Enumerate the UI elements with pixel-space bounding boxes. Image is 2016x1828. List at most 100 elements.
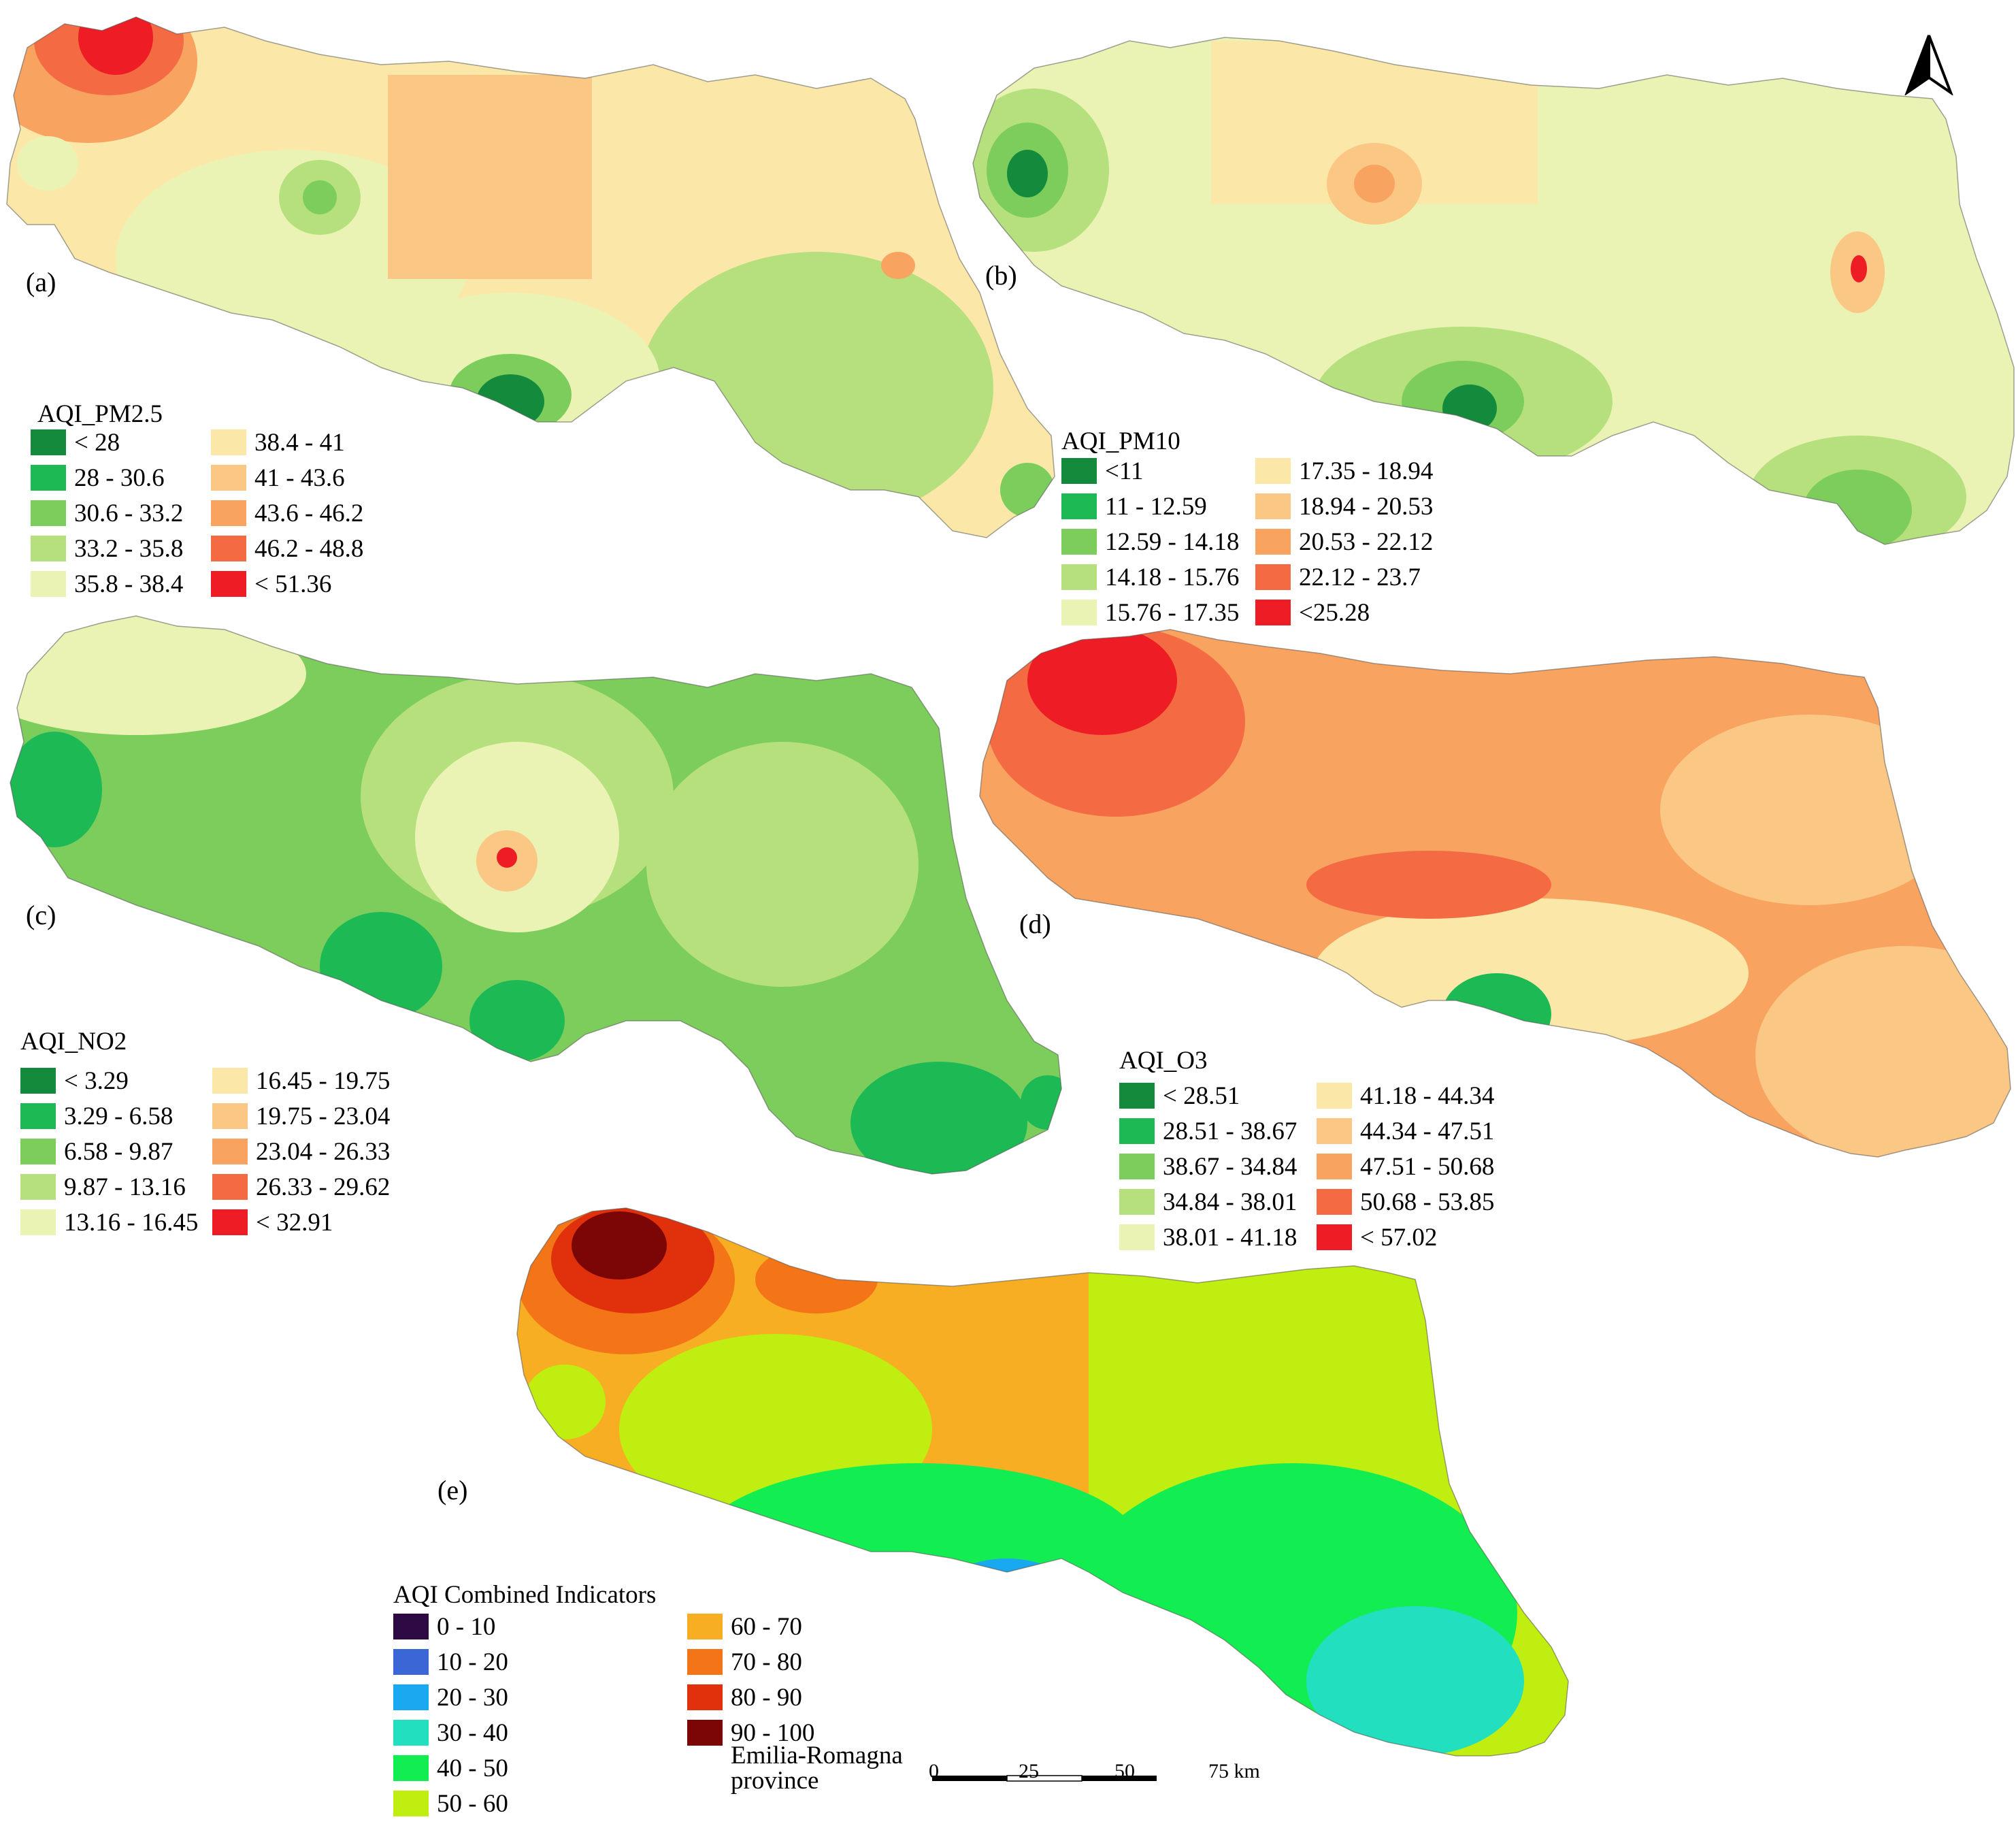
legend-label: 35.8 - 38.4 (74, 570, 184, 598)
legend-item: 34.84 - 38.01 (1119, 1188, 1297, 1215)
legend-label: < 32.91 (256, 1208, 333, 1237)
legend-item: < 51.36 (211, 570, 331, 598)
legend-label: 0 - 10 (437, 1612, 496, 1641)
legend-label: 60 - 70 (731, 1612, 802, 1641)
legend-swatch (1255, 600, 1291, 625)
legend-label: 23.04 - 26.33 (256, 1137, 391, 1166)
legend-swatch (31, 571, 66, 597)
legend-swatch (393, 1720, 429, 1746)
legend-swatch (687, 1649, 723, 1675)
legend-swatch (1317, 1083, 1352, 1109)
legend-label: 26.33 - 29.62 (256, 1173, 391, 1201)
legend-label: 28.51 - 38.67 (1163, 1117, 1298, 1145)
legend-label: 22.12 - 23.7 (1299, 563, 1421, 591)
scale-tick-25: 25 (1019, 1760, 1039, 1782)
legend-item: 6.58 - 9.87 (20, 1138, 173, 1165)
legend-label: 18.94 - 20.53 (1299, 492, 1434, 521)
legend-swatch (20, 1139, 56, 1164)
legend-item: 16.45 - 19.75 (212, 1067, 390, 1094)
map-panel-a (7, 17, 1055, 538)
legend-label: 28 - 30.6 (74, 463, 165, 492)
panel-label-c: (c) (26, 900, 56, 930)
legend-item: 18.94 - 20.53 (1255, 493, 1433, 520)
legend-item: < 3.29 (20, 1067, 129, 1094)
legend-swatch (1317, 1189, 1352, 1215)
legend-swatch (1061, 529, 1097, 555)
legend-item: 20.53 - 22.12 (1255, 528, 1433, 555)
legend-label: <11 (1105, 457, 1144, 485)
scale-tick-50: 50 (1114, 1760, 1135, 1782)
legend-item: 43.6 - 46.2 (211, 500, 363, 527)
legend-item: Emilia-Romagna province (687, 1743, 903, 1793)
legend-item: 40 - 50 (393, 1754, 508, 1782)
legend-item: 15.76 - 17.35 (1061, 599, 1239, 626)
legend-title-4: AQI Combined Indicators (393, 1581, 657, 1609)
legend-item: < 28.51 (1119, 1082, 1240, 1109)
legend-title-2: AQI_NO2 (20, 1028, 127, 1056)
legend-swatch (1061, 600, 1097, 625)
legend-swatch (687, 1614, 723, 1639)
legend-swatch (212, 1068, 248, 1094)
legend-label: 41 - 43.6 (254, 463, 345, 492)
legend-swatch (211, 465, 246, 491)
legend-item: 80 - 90 (687, 1684, 802, 1711)
panel-label-b: (b) (985, 260, 1017, 291)
legend-swatch (1255, 529, 1291, 555)
legend-label: < 57.02 (1360, 1223, 1438, 1252)
legend-swatch (393, 1649, 429, 1675)
legend-swatch (1119, 1189, 1155, 1215)
legend-item: < 28 (31, 429, 120, 456)
legend-swatch (687, 1755, 723, 1781)
legend-item: 38.01 - 41.18 (1119, 1224, 1297, 1251)
legend-item: 0 - 10 (393, 1613, 495, 1640)
legend-swatch (687, 1684, 723, 1710)
legend-swatch (393, 1614, 429, 1639)
legend-swatch (211, 571, 246, 597)
legend-swatch (212, 1174, 248, 1200)
legend-swatch (20, 1174, 56, 1200)
legend-item: < 57.02 (1317, 1224, 1437, 1251)
legend-item: <25.28 (1255, 599, 1370, 626)
legend-label: Emilia-Romagna province (731, 1742, 903, 1795)
legend-label: 13.16 - 16.45 (64, 1208, 199, 1237)
legend-item: 44.34 - 47.51 (1317, 1117, 1494, 1145)
legend-swatch (393, 1791, 429, 1816)
panel-label-a: (a) (26, 267, 56, 297)
legend-swatch (1317, 1154, 1352, 1179)
legend-swatch (31, 465, 66, 491)
legend-swatch (211, 500, 246, 526)
legend-item: 23.04 - 26.33 (212, 1138, 390, 1165)
legend-item: < 32.91 (212, 1209, 333, 1236)
legend-label: < 3.29 (64, 1066, 129, 1095)
legend-label: 33.2 - 35.8 (74, 534, 184, 563)
legend-swatch (20, 1103, 56, 1129)
legend-swatch (1061, 564, 1097, 590)
legend-item: 50 - 60 (393, 1790, 508, 1817)
legend-swatch (31, 429, 66, 455)
legend-item: 13.16 - 16.45 (20, 1209, 198, 1236)
legend-item: 22.12 - 23.7 (1255, 564, 1421, 591)
legend-label: 19.75 - 23.04 (256, 1102, 391, 1130)
legend-label: 9.87 - 13.16 (64, 1173, 186, 1201)
legend-item: 38.67 - 34.84 (1119, 1153, 1297, 1180)
legend-label: 6.58 - 9.87 (64, 1137, 173, 1166)
legend-swatch (1255, 458, 1291, 484)
legend-label: 11 - 12.59 (1105, 492, 1207, 521)
legend-item: 9.87 - 13.16 (20, 1173, 186, 1201)
legend-item: 41.18 - 44.34 (1317, 1082, 1494, 1109)
legend-title-1: AQI_PM10 (1061, 427, 1180, 455)
legend-label: 38.4 - 41 (254, 428, 345, 457)
legend-swatch (211, 429, 246, 455)
legend-swatch (393, 1684, 429, 1710)
legend-swatch (31, 500, 66, 526)
legend-item: 50.68 - 53.85 (1317, 1188, 1494, 1215)
legend-label: 20.53 - 22.12 (1299, 527, 1434, 556)
legend-label: 10 - 20 (437, 1648, 508, 1676)
legend-swatch (1119, 1118, 1155, 1144)
legend-label: 30.6 - 33.2 (74, 499, 184, 527)
legend-swatch (31, 536, 66, 561)
legend-label: 17.35 - 18.94 (1299, 457, 1434, 485)
legend-item: 30.6 - 33.2 (31, 500, 183, 527)
legend-label: 90 - 100 (731, 1718, 815, 1747)
